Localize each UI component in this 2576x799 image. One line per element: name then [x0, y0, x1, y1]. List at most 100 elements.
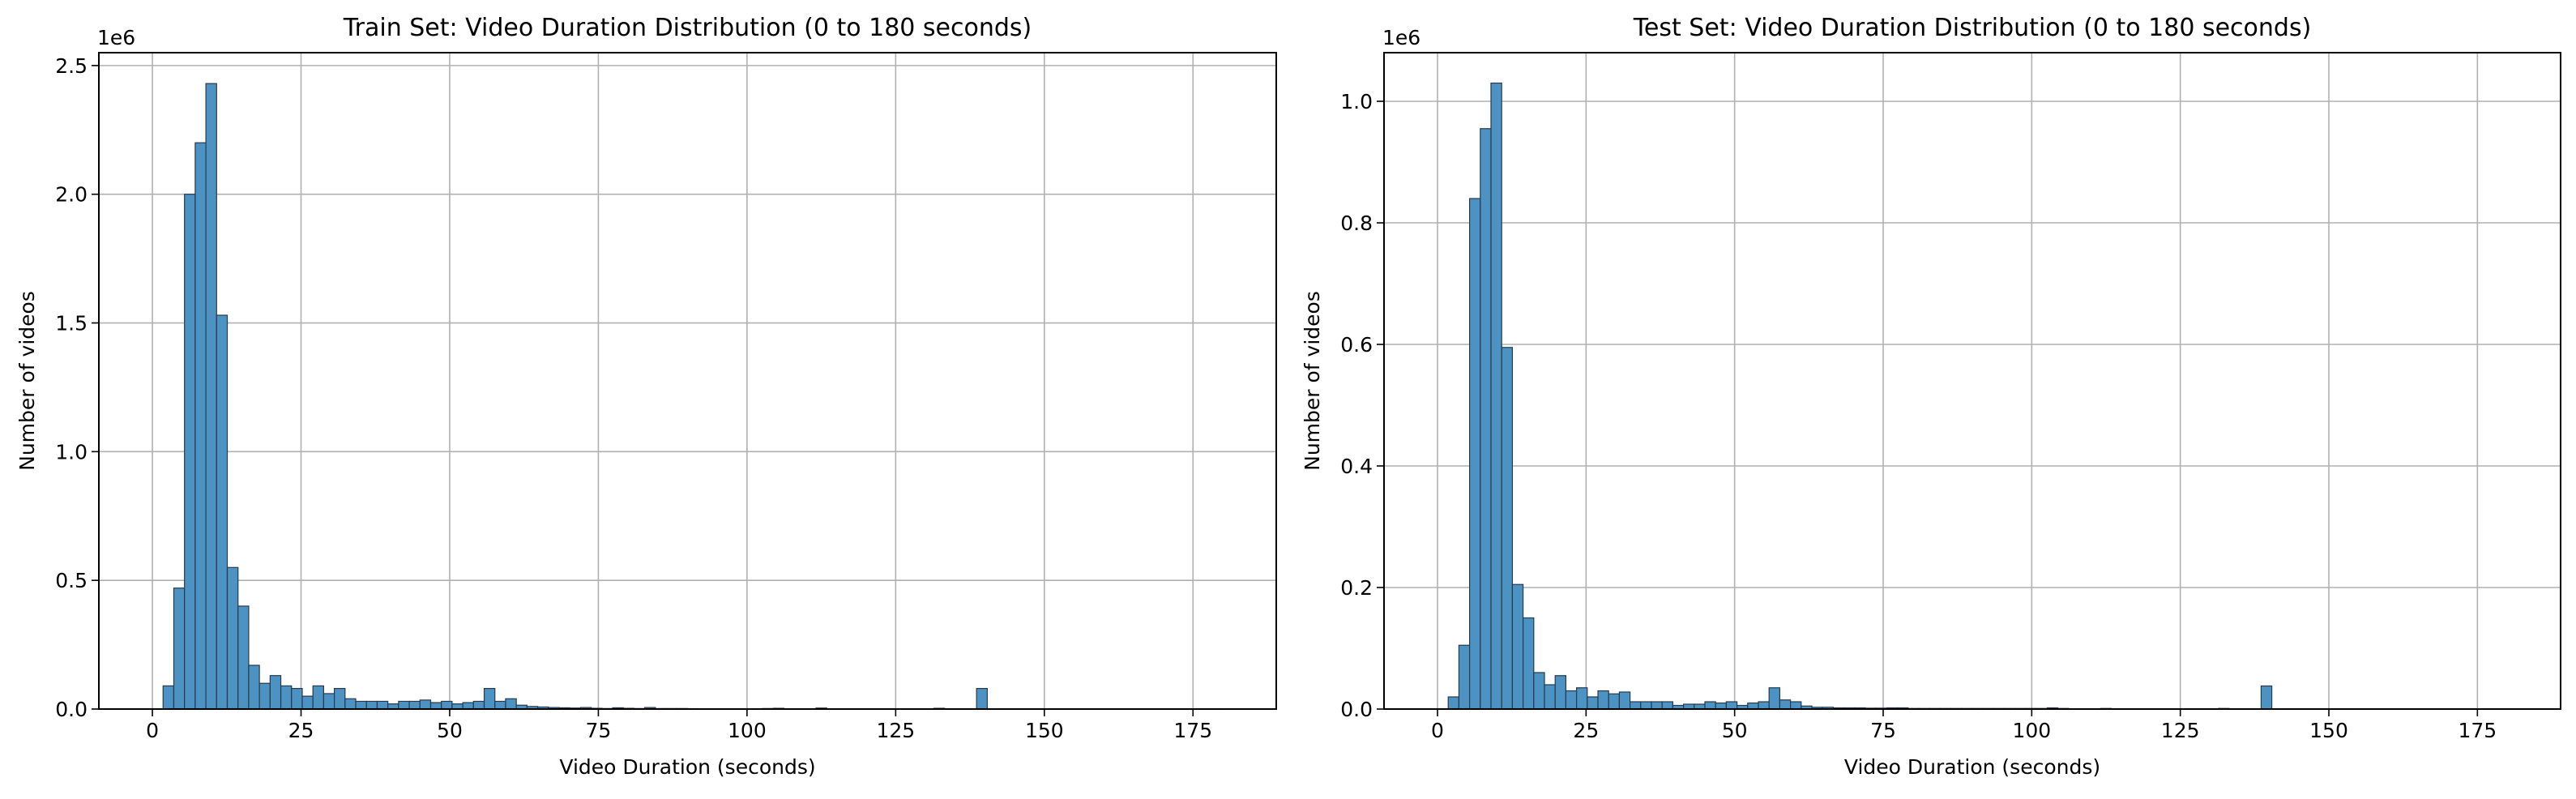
test-histogram-bar	[1629, 701, 1642, 710]
test-histogram-bar	[1554, 675, 1566, 710]
train-y-tick-label: 2.5	[55, 54, 88, 78]
test-y-axis-label: Number of videos	[1301, 291, 1324, 471]
train-chart-title: Train Set: Video Duration Distribution (…	[343, 14, 1032, 42]
test-histogram-bar	[1704, 701, 1716, 710]
test-x-tick-label: 150	[2309, 719, 2348, 742]
train-histogram-bar	[258, 682, 271, 710]
test-histogram-bar	[1651, 701, 1663, 710]
train-histogram-bar	[301, 695, 314, 710]
test-chart-title: Test Set: Video Duration Distribution (0…	[1633, 14, 2312, 42]
test-x-axis-label: Video Duration (seconds)	[1844, 755, 2100, 779]
train-histogram-bar	[184, 194, 196, 710]
train-x-tick-label: 75	[586, 719, 612, 742]
test-histogram-bar	[1779, 699, 1792, 710]
test-histogram-bar	[1501, 347, 1513, 710]
train-histogram-bar	[505, 698, 517, 710]
test-y-offset-label: 1e6	[1382, 26, 1420, 49]
train-histogram-bar	[344, 698, 357, 710]
test-y-tick-label: 0.8	[1340, 212, 1373, 235]
test-x-tick-label: 175	[2458, 719, 2497, 742]
train-histogram-bar	[441, 700, 453, 710]
test-histogram-bar	[1768, 687, 1780, 710]
test-histogram-bar	[1618, 691, 1631, 710]
train-x-tick-label: 125	[876, 719, 915, 742]
train-histogram-bar	[494, 700, 506, 710]
train-histogram-bar	[312, 685, 324, 710]
test-x-tick-label: 50	[1722, 719, 1748, 742]
test-x-tick-label: 100	[2012, 719, 2051, 742]
train-y-tick-label: 1.5	[55, 312, 88, 335]
train-histogram-bar	[194, 142, 207, 710]
test-histogram-bar	[1587, 696, 1599, 710]
train-histogram-bar	[376, 700, 389, 710]
test-histogram-bar	[1608, 693, 1620, 710]
train-histogram-bar	[162, 685, 175, 710]
test-grid	[1384, 53, 2561, 710]
test-histogram-bar	[1522, 617, 1535, 710]
train-y-tick-label: 2.0	[55, 183, 88, 207]
test-histogram-bar	[1758, 701, 1770, 710]
train-histogram-bar	[269, 675, 282, 710]
test-histogram-bar	[1790, 701, 1802, 710]
train-x-tick-label: 100	[728, 719, 767, 742]
train-histogram-bar	[419, 699, 432, 710]
test-histogram-bar	[1490, 82, 1502, 710]
train-x-tick-label: 50	[437, 719, 463, 742]
test-histogram-bar	[1715, 702, 1727, 710]
test-histogram-bar	[1640, 701, 1652, 710]
train-histogram-bar	[216, 314, 229, 710]
train-grid	[99, 53, 1276, 710]
train-histogram-bar	[462, 702, 474, 710]
test-x-tick-label: 25	[1573, 719, 1599, 742]
test-histogram-bar	[1575, 687, 1588, 710]
train-histogram-bar	[205, 83, 217, 710]
train-x-tick-label: 25	[288, 719, 314, 742]
train-histogram-bar	[398, 700, 410, 710]
test-histogram-bar	[1747, 702, 1759, 710]
test-y-tick-label: 0.4	[1340, 455, 1373, 478]
test-histogram-bar	[1544, 684, 1556, 710]
train-y-ticks: 0.0 0.5 1.0 1.5 2.0 2.5	[55, 54, 99, 721]
train-histogram-bar	[976, 687, 988, 710]
test-y-ticks: 0.0 0.2 0.4 0.6 0.8 1.0	[1340, 90, 1384, 721]
test-histogram-bar	[1597, 690, 1609, 710]
train-histogram-bar	[408, 700, 421, 710]
test-histogram-bar	[1565, 690, 1578, 710]
train-histogram-bar	[237, 605, 250, 710]
test-chart-panel: 0 25 50 75 100 125 150 175 0.0 0.2 0.4 0.6 0.8 1.0 T…	[1301, 14, 2561, 779]
train-histogram-bar	[365, 700, 378, 710]
train-plot-frame	[98, 52, 1277, 710]
train-y-offset-label: 1e6	[97, 26, 135, 49]
test-histogram-bar	[1661, 701, 1673, 710]
test-histogram-bar	[1725, 701, 1738, 710]
train-x-axis-label: Video Duration (seconds)	[559, 755, 815, 779]
train-histogram-bar	[226, 566, 239, 710]
test-y-tick-label: 0.6	[1340, 333, 1373, 357]
train-chart-panel: 0 25 50 75 100 125 150 175 0.0 0.5 1.0 1.5 2.0 2.5 T…	[15, 14, 1277, 779]
test-x-ticks: 0 25 50 75 100 125 150 175	[1431, 709, 2497, 742]
train-x-tick-label: 175	[1173, 719, 1212, 742]
test-y-tick-label: 0.2	[1340, 576, 1373, 600]
train-histogram-bar	[472, 700, 485, 710]
test-x-tick-label: 125	[2161, 719, 2200, 742]
test-y-tick-label: 1.0	[1340, 90, 1373, 113]
train-y-axis-label: Number of videos	[15, 291, 39, 471]
train-histogram-bar	[323, 693, 335, 710]
train-histogram-bar	[355, 700, 367, 710]
test-histogram-bar	[2260, 685, 2273, 710]
test-histogram-bar	[1511, 583, 1524, 710]
train-histogram-bar	[429, 702, 442, 710]
train-x-ticks: 0 25 50 75 100 125 150 175	[146, 709, 1212, 742]
test-plot-frame	[1383, 52, 2561, 710]
test-x-tick-label: 75	[1870, 719, 1896, 742]
train-histogram-bar	[280, 685, 293, 710]
train-y-tick-label: 0.0	[55, 698, 88, 721]
test-y-tick-label: 0.0	[1340, 698, 1373, 721]
train-y-tick-label: 0.5	[55, 569, 88, 592]
train-x-tick-label: 150	[1025, 719, 1064, 742]
train-histogram-bar	[248, 664, 260, 710]
train-histogram-bar	[173, 588, 186, 710]
